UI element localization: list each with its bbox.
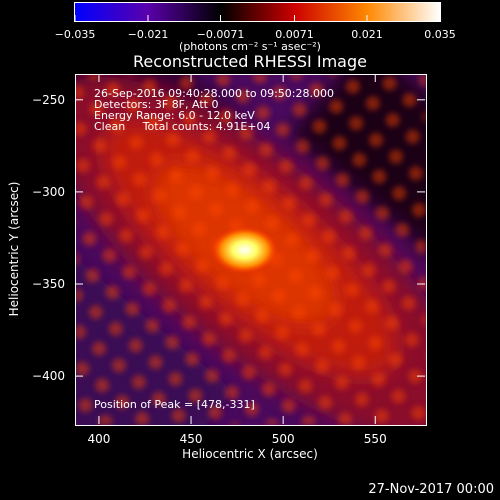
x-tick-label: 550 xyxy=(363,432,387,446)
y-axis-label: Heliocentric Y (arcsec) xyxy=(7,181,21,317)
colorbar-units-label: (photons cm⁻² s⁻¹ asec⁻²) xyxy=(179,40,321,53)
chart-title: Reconstructed RHESSI Image xyxy=(133,52,367,71)
colorbar-tick-label: 0.0071 xyxy=(275,28,314,41)
image-plot xyxy=(75,74,426,425)
y-tick-label: −350 xyxy=(32,277,65,291)
x-axis-label: Heliocentric X (arcsec) xyxy=(182,447,318,461)
x-tick-label: 500 xyxy=(271,432,295,446)
y-tick-label: −300 xyxy=(32,184,65,199)
y-tick-label: −250 xyxy=(32,92,65,107)
x-tick-label: 450 xyxy=(179,432,203,446)
timestamp: 27-Nov-2017 00:00 xyxy=(368,482,494,497)
flare-source-core xyxy=(210,226,279,274)
info-line-detectors: Detectors: 3F 8F, Att 0 xyxy=(94,98,219,111)
info-line-time-range: 26-Sep-2016 09:40:28.000 to 09:50:28.000 xyxy=(94,87,334,100)
colorbar-tick-label: 0.035 xyxy=(424,28,456,41)
y-tick-label: −400 xyxy=(32,369,65,384)
colorbar-tick-label: −0.021 xyxy=(127,28,169,41)
info-line-energy: Energy Range: 6.0 - 12.0 keV xyxy=(94,109,255,122)
info-line-clean-counts: Clean Total counts: 4.91E+04 xyxy=(94,120,271,133)
colorbar-tick-label: −0.035 xyxy=(54,28,96,41)
colorbar xyxy=(74,2,441,22)
colorbar-tick-label: −0.0071 xyxy=(196,28,245,41)
peak-position-label: Position of Peak = [478,-331] xyxy=(94,398,255,411)
x-tick-label: 400 xyxy=(87,432,111,446)
colorbar-tick-label: 0.021 xyxy=(351,28,383,41)
